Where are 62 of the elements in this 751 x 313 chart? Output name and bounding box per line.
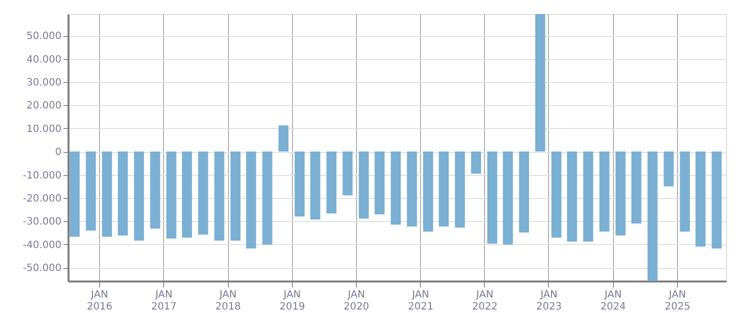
y-tick-label: 30.000 xyxy=(26,77,62,88)
bar xyxy=(182,152,192,238)
bar xyxy=(631,152,642,224)
bar xyxy=(423,152,434,232)
bar xyxy=(326,152,336,214)
x-tick-label: JAN 2017 xyxy=(151,290,177,312)
bar xyxy=(118,152,128,236)
y-tick-label: 20.000 xyxy=(26,100,62,112)
bar xyxy=(198,152,208,235)
bar xyxy=(390,152,401,225)
bar xyxy=(487,152,498,244)
bar xyxy=(134,152,144,241)
bar xyxy=(696,152,706,247)
y-tick-label: 50.000 xyxy=(26,31,62,42)
x-tick-label: JAN 2021 xyxy=(408,290,434,312)
y-tick-label: 10.000 xyxy=(26,124,62,135)
bar xyxy=(664,152,674,186)
bar xyxy=(230,152,240,241)
x-tick-label: JAN 2019 xyxy=(280,290,305,312)
bar xyxy=(150,152,160,229)
bar xyxy=(278,125,288,152)
bar xyxy=(358,152,369,219)
bar xyxy=(438,152,449,226)
bar xyxy=(102,152,112,237)
y-tick-label: -10.000 xyxy=(22,170,62,182)
x-tick-label: JAN 2023 xyxy=(536,290,562,312)
bar xyxy=(502,152,513,245)
bar xyxy=(166,152,176,239)
bar xyxy=(406,152,417,226)
bar xyxy=(246,152,256,249)
y-tick-label: -50.000 xyxy=(22,263,62,274)
bar xyxy=(70,152,80,237)
x-tick-label: JAN 2016 xyxy=(86,290,112,312)
bar xyxy=(519,152,530,233)
bar xyxy=(599,152,610,232)
bar xyxy=(454,152,465,228)
bar xyxy=(471,152,482,174)
x-tick-label: JAN 2025 xyxy=(664,290,690,312)
bar xyxy=(86,152,96,231)
bar xyxy=(294,152,305,217)
y-tick-label: 40.000 xyxy=(26,54,62,66)
bar xyxy=(616,152,626,236)
x-tick-label: JAN 2018 xyxy=(215,290,241,312)
bar xyxy=(712,152,722,249)
y-tick-label: -30.000 xyxy=(22,216,62,228)
bar xyxy=(680,152,690,232)
x-tick-label: JAN 2024 xyxy=(600,290,626,312)
y-tick-label: 0 xyxy=(55,147,62,158)
bar xyxy=(342,152,353,196)
x-tick-label: JAN 2022 xyxy=(472,290,498,312)
bar xyxy=(567,152,578,242)
bar xyxy=(374,152,385,214)
bar xyxy=(310,152,320,220)
bar xyxy=(583,152,594,242)
bar xyxy=(648,152,658,281)
bar xyxy=(535,14,546,152)
y-tick-label: -40.000 xyxy=(22,240,62,251)
bar xyxy=(262,152,272,245)
bar xyxy=(214,152,224,241)
y-tick-label: -20.000 xyxy=(22,193,62,204)
bar xyxy=(551,152,562,238)
x-tick-label: JAN 2020 xyxy=(344,290,370,312)
